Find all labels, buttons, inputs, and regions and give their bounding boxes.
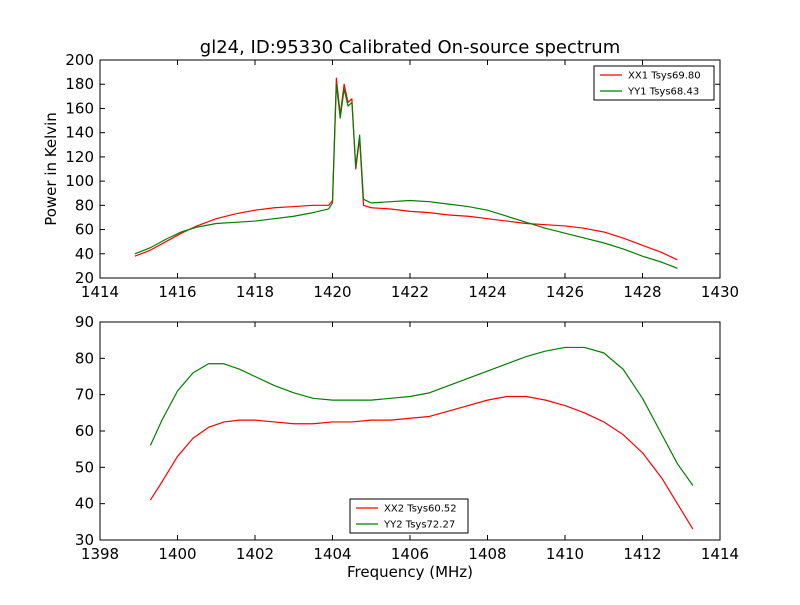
y-tick-label: 180 bbox=[65, 75, 94, 93]
x-tick-label: 1424 bbox=[468, 283, 506, 301]
x-tick-label: 1412 bbox=[623, 545, 661, 563]
series-line-2 bbox=[134, 83, 678, 269]
legend-box bbox=[593, 65, 715, 101]
y-tick-label: 140 bbox=[65, 124, 94, 142]
x-tick-label: 1406 bbox=[391, 545, 429, 563]
y-tick-label: 200 bbox=[65, 51, 94, 69]
x-tick-label: 1414 bbox=[701, 545, 739, 563]
x-tick-label: 1418 bbox=[236, 283, 274, 301]
y-tick-label: 60 bbox=[75, 422, 94, 440]
x-tick-label: 1408 bbox=[468, 545, 506, 563]
y-tick-label: 70 bbox=[75, 386, 94, 404]
y-tick-label: 40 bbox=[75, 245, 94, 263]
series-line-1 bbox=[149, 395, 694, 530]
x-tick-label: 1398 bbox=[81, 545, 119, 563]
legend-label: YY1 Tsys68.43 bbox=[627, 87, 699, 98]
x-tick-label: 1400 bbox=[158, 545, 196, 563]
plot-1: 1414 1416 1418 1420 1422 1424 1426 1428 1430 20 40… bbox=[65, 51, 739, 301]
x-tick-label: 1404 bbox=[313, 545, 351, 563]
y-tick-label: 80 bbox=[75, 196, 94, 214]
y-tick-label: 80 bbox=[75, 349, 94, 367]
plots-group: 1414 1416 1418 1420 1422 1424 1426 1428 1430 20 40… bbox=[65, 51, 739, 563]
legend-label: XX1 Tsys69.80 bbox=[628, 71, 701, 82]
x-tick-label: 1402 bbox=[236, 545, 274, 563]
legend-label: YY2 Tsys72.27 bbox=[383, 520, 455, 531]
series-line-1 bbox=[134, 77, 678, 261]
legend: XX1 Tsys69.80 YY1 Tsys68.43 bbox=[593, 65, 715, 101]
x-tick-label: 1426 bbox=[546, 283, 584, 301]
y-tick-label: 160 bbox=[65, 99, 94, 117]
y-tick-label: 50 bbox=[75, 458, 94, 476]
x-axis-label: Frequency (MHz) bbox=[347, 563, 473, 581]
x-tick-label: 1410 bbox=[546, 545, 584, 563]
y-tick-label: 120 bbox=[65, 148, 94, 166]
x-tick-label: 1414 bbox=[81, 283, 119, 301]
x-tick-label: 1428 bbox=[623, 283, 661, 301]
y-tick-label: 60 bbox=[75, 221, 94, 239]
y-tick-label: 90 bbox=[75, 313, 94, 331]
legend-box bbox=[349, 498, 469, 534]
x-tick-label: 1422 bbox=[391, 283, 429, 301]
plot-2: 1398 1400 1402 1404 1406 1408 1410 1412 1414 30 40… bbox=[75, 313, 739, 563]
legend-label: XX2 Tsys60.52 bbox=[384, 504, 457, 515]
legend: XX2 Tsys60.52 YY2 Tsys72.27 bbox=[349, 498, 469, 534]
y-tick-label: 20 bbox=[75, 269, 94, 287]
y-tick-label: 30 bbox=[75, 531, 94, 549]
x-tick-label: 1420 bbox=[313, 283, 351, 301]
figure-title: gl24, ID:95330 Calibrated On-source spec… bbox=[200, 37, 620, 58]
y-tick-label: 100 bbox=[65, 172, 94, 190]
y-axis-label: Power in Kelvin bbox=[42, 112, 60, 226]
x-tick-label: 1430 bbox=[701, 283, 739, 301]
series-line-2 bbox=[149, 346, 694, 486]
y-tick-label: 40 bbox=[75, 495, 94, 513]
x-tick-label: 1416 bbox=[158, 283, 196, 301]
